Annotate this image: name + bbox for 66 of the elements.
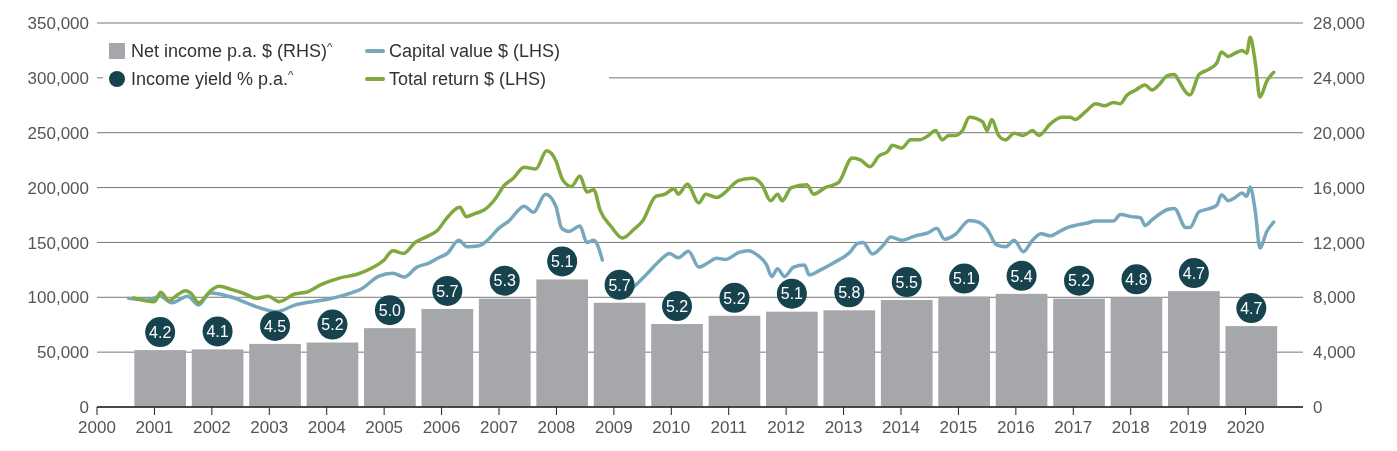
x-tick-label: 2019: [1169, 418, 1208, 437]
x-tick-label: 2004: [307, 418, 346, 437]
y2-tick-label: 4,000: [1313, 343, 1356, 363]
bar: [651, 324, 703, 407]
x-tick-label: 2001: [135, 418, 174, 437]
y2-tick-label: 28,000: [1313, 14, 1365, 34]
legend-label: Capital value $ (LHS): [389, 41, 561, 62]
annotation: 5.5: [895, 273, 918, 291]
legend-label: Total return $ (LHS): [389, 69, 547, 90]
annotation: 5.3: [493, 272, 516, 290]
x-tick-label: 2007: [480, 418, 518, 437]
y2-tick-label: 16,000: [1313, 178, 1365, 198]
annotation: 5.8: [838, 284, 861, 302]
y-tick-label: 300,000: [27, 68, 89, 88]
x-tick-label: 2005: [365, 418, 404, 437]
y2-tick-label: 12,000: [1313, 233, 1365, 253]
x-tick-label: 2003: [250, 418, 289, 437]
annotation: 4.5: [263, 317, 287, 335]
x-tick-label: 2002: [192, 418, 231, 437]
annotation: 4.8: [1125, 271, 1148, 289]
x-tick-label: 2016: [996, 418, 1035, 437]
x-tick-label: 2014: [882, 418, 920, 437]
annotation: 5.0: [378, 301, 402, 319]
annotation: 5.1: [780, 285, 804, 303]
annotation: 5.2: [321, 316, 344, 334]
x-tick-label: 2009: [594, 418, 633, 437]
bar: [1225, 326, 1278, 407]
y-tick-label: 350,000: [27, 14, 89, 34]
x-tick-label: 2012: [767, 418, 806, 437]
y2-tick-label: 20,000: [1313, 123, 1365, 143]
bar: [1168, 291, 1220, 407]
y2-tick-label: 8,000: [1313, 288, 1356, 308]
x-tick-label: 2015: [939, 418, 978, 437]
annotation: 5.2: [665, 297, 689, 315]
x-tick-label: 2018: [1111, 418, 1150, 437]
annotation: 4.2: [149, 323, 172, 341]
y-tick-label: 150,000: [27, 233, 89, 253]
annotation: 4.1: [206, 323, 229, 341]
legend-label: Income yield % p.a.$^{^}$: [131, 67, 295, 90]
x-tick-label: 2011: [710, 418, 747, 437]
bar: [880, 300, 933, 407]
y-tick-label: 200,000: [27, 178, 89, 198]
annotation: 5.7: [436, 282, 459, 300]
annotation: 5.2: [723, 289, 746, 307]
x-tick-label: 2010: [652, 418, 691, 437]
y-tick-label: 0: [79, 398, 89, 418]
annotation: 5.1: [953, 270, 976, 288]
y-tick-label: 100,000: [27, 288, 89, 308]
legend-label: Net income p.a. $ (RHS)$^{^}$: [131, 39, 334, 62]
annotation: 5.1: [551, 253, 574, 271]
annotation: 5.2: [1067, 272, 1091, 290]
bar: [134, 350, 187, 407]
x-tick-label: 2000: [78, 418, 116, 437]
y-tick-label: 50,000: [37, 343, 89, 363]
annotation: 5.7: [608, 276, 631, 294]
y-tick-label: 250,000: [27, 123, 89, 143]
y2-tick-label: 0: [1313, 398, 1323, 418]
x-tick-label: 2020: [1226, 418, 1265, 437]
x-tick-label: 2008: [537, 418, 576, 437]
annotation: 5.4: [1010, 267, 1033, 285]
annotation: 4.7: [1240, 299, 1263, 317]
y2-tick-label: 24,000: [1313, 68, 1365, 88]
x-tick-label: 2013: [824, 418, 863, 437]
annotation: 4.7: [1182, 264, 1206, 282]
x-tick-label: 2017: [1054, 418, 1093, 437]
x-tick-label: 2006: [422, 418, 461, 437]
